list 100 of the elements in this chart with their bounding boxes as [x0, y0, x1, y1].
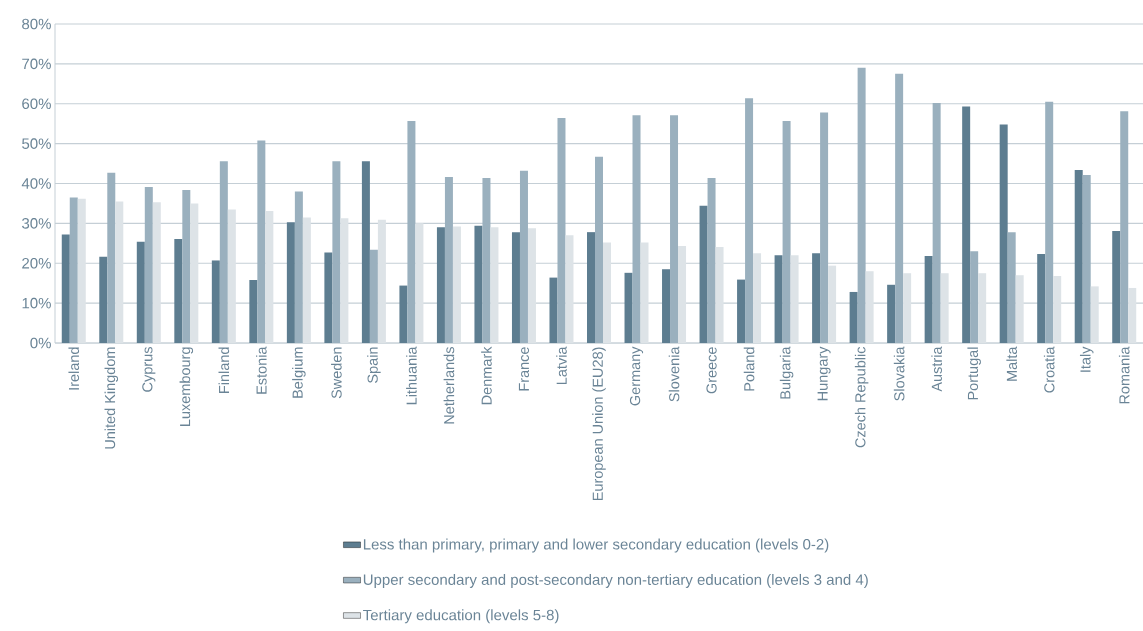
x-tick-label: Latvia	[556, 346, 567, 385]
bar	[820, 112, 829, 343]
x-tick-label: Austria	[931, 346, 942, 392]
bar	[107, 172, 116, 343]
bar	[511, 232, 520, 343]
bar	[962, 106, 971, 343]
bar	[136, 241, 145, 343]
bar	[857, 67, 866, 343]
bar	[340, 218, 349, 343]
bar	[565, 235, 574, 343]
x-tick-label: Poland	[743, 347, 755, 391]
x-tick-label: France	[518, 347, 530, 391]
bar	[1090, 286, 1099, 343]
bar	[1128, 287, 1137, 343]
x-tick-label: European Union (EU28)	[592, 347, 606, 501]
y-tick-label: 10%	[22, 297, 51, 309]
bar	[407, 120, 416, 343]
bar	[940, 273, 949, 343]
bar	[587, 232, 595, 343]
x-tick-label: Italy	[1079, 346, 1094, 372]
bar	[415, 223, 424, 343]
x-tick-label: Estonia	[256, 346, 267, 394]
bar	[302, 217, 311, 343]
x-tick-label: Lithuania	[406, 346, 417, 405]
bar	[662, 269, 671, 343]
bar	[1007, 232, 1016, 343]
bar	[61, 234, 70, 343]
bar	[924, 256, 933, 343]
bar	[812, 253, 821, 343]
bar	[249, 279, 258, 343]
bar	[257, 140, 266, 343]
x-tick-label: Hungary	[817, 346, 831, 401]
bar	[678, 246, 687, 343]
bar	[452, 226, 461, 343]
bar	[77, 198, 86, 343]
x-tick-label: Croatia	[1043, 346, 1055, 393]
y-tick-label: 30%	[22, 218, 51, 229]
bar	[782, 120, 791, 343]
bar	[865, 271, 874, 343]
legend-label: Upper secondary and post-secondary non-tertiary education (levels 3 and 4)	[363, 573, 868, 588]
bar	[227, 209, 236, 343]
legend-label: Less than primary, primary and lower secondary education (levels 0-2)	[363, 538, 829, 553]
x-tick-label: Germany	[629, 346, 644, 406]
bar	[753, 253, 762, 343]
x-tick-label: Belgium	[292, 347, 306, 398]
bar	[640, 242, 649, 343]
bar	[549, 277, 558, 343]
bar	[603, 242, 611, 343]
bar	[970, 251, 979, 343]
bar	[144, 187, 153, 343]
bar	[115, 201, 124, 343]
bar	[527, 228, 536, 343]
bar	[377, 219, 386, 343]
bar	[361, 161, 370, 343]
bar	[715, 246, 724, 343]
bar	[828, 265, 837, 343]
bar	[999, 124, 1008, 343]
bar	[99, 256, 108, 343]
x-tick-label: Spain	[367, 347, 381, 383]
bar	[632, 115, 641, 343]
bar	[399, 285, 408, 343]
bar	[265, 211, 274, 343]
bar	[332, 161, 341, 343]
x-tick-label: Czech Republic	[854, 346, 869, 448]
bar	[774, 255, 783, 343]
x-tick-label: United Kingdom	[104, 347, 119, 449]
bar	[849, 291, 858, 343]
bar	[474, 225, 483, 343]
x-tick-label: Finland	[218, 347, 230, 393]
bar	[190, 203, 199, 343]
bar	[670, 115, 679, 343]
y-tick-label: 20%	[22, 257, 51, 269]
bar	[624, 272, 633, 343]
bar	[211, 260, 220, 343]
bar	[895, 73, 904, 343]
bar	[595, 156, 603, 343]
x-tick-label: Slovenia	[668, 346, 680, 402]
x-tick-label: Bulgaria	[779, 346, 794, 399]
bar	[745, 98, 754, 343]
x-tick-label: Slovakia	[893, 346, 905, 401]
bar	[707, 177, 716, 343]
bar	[903, 273, 912, 343]
bar	[887, 284, 896, 343]
x-tick-label: Greece	[706, 347, 717, 394]
legend-label: Tertiary education (levels 5-8)	[363, 609, 559, 624]
bar	[490, 227, 499, 343]
bar	[1120, 111, 1129, 343]
bar	[436, 227, 445, 343]
y-tick-label: 0%	[30, 337, 51, 349]
bar	[557, 118, 566, 343]
bar	[286, 222, 295, 343]
bar	[737, 279, 746, 343]
bar	[69, 197, 78, 343]
bar	[1053, 276, 1062, 343]
x-tick-label: Denmark	[481, 346, 492, 405]
bar	[369, 249, 378, 343]
x-tick-label: Cyprus	[142, 347, 156, 392]
x-tick-label: Luxembourg	[179, 347, 194, 426]
bar	[1082, 175, 1091, 343]
x-tick-label: Sweden	[331, 347, 342, 399]
